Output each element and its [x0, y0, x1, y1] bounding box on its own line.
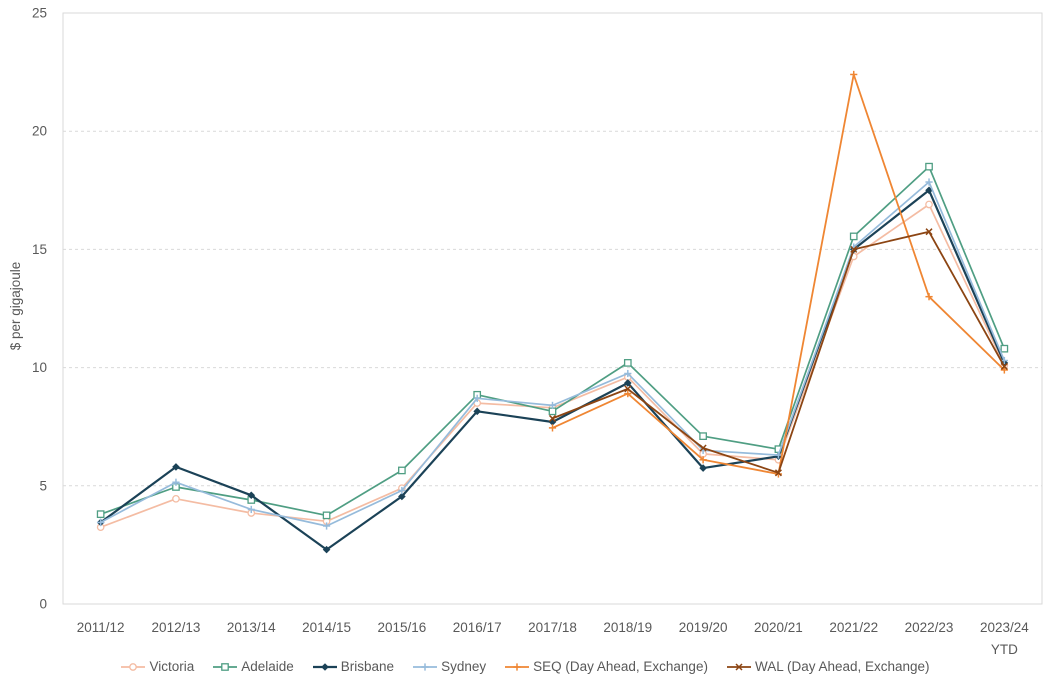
y-tick-label-15: 15 [32, 242, 47, 257]
legend-marker-wal-day-ahead-exchange [726, 662, 751, 671]
series-victoria [96, 200, 1009, 532]
x-tick-label-2012-13: 2012/13 [152, 620, 201, 635]
x-tick-label-2023-24: 2023/24 YTD [980, 620, 1029, 657]
legend-marker-victoria [121, 662, 146, 671]
series-line-wal-day-ahead-exchange [551, 230, 1006, 474]
y-tick-label-0: 0 [39, 597, 47, 612]
y-axis-tick-labels: 0 5 10 15 20 25 [32, 6, 47, 612]
series-line-adelaide [99, 165, 1006, 517]
series-line-seq-day-ahead-exchange [551, 73, 1006, 475]
legend-label: SEQ (Day Ahead, Exchange) [533, 659, 708, 674]
legend-label: Victoria [149, 659, 195, 674]
legend-label: Brisbane [340, 659, 395, 674]
series-adelaide [96, 162, 1009, 520]
x-tick-label-2011-12: 2011/12 [77, 620, 125, 635]
x-tick-label-2014-15: 2014/15 [302, 620, 351, 635]
series-line-brisbane [99, 189, 1006, 551]
x-tick-label-2017-18: 2017/18 [528, 620, 577, 635]
legend-marker-sydney [413, 662, 438, 671]
x-tick-label-2021-22: 2021/22 [829, 620, 878, 635]
series-line-sydney [99, 181, 1006, 527]
legend-item-wal-day-ahead-exchange: WAL (Day Ahead, Exchange) [726, 659, 930, 674]
x-tick-label-2020-21: 2020/21 [754, 620, 803, 635]
gridlines [63, 130, 1042, 487]
legend-marker-adelaide [213, 662, 238, 671]
legend-marker-brisbane [312, 662, 337, 671]
y-tick-label-25: 25 [32, 6, 47, 21]
y-tick-label-5: 5 [39, 478, 47, 493]
legend-item-brisbane: Brisbane [312, 659, 395, 674]
legend-item-seq-day-ahead-exchange: SEQ (Day Ahead, Exchange) [505, 659, 708, 674]
x-tick-label-2016-17: 2016/17 [453, 620, 502, 635]
chart-legend: Victoria Adelaide Brisbane Sydney SEQ (Day A… [0, 659, 1051, 674]
x-tick-label-2019-20: 2019/20 [679, 620, 728, 635]
y-tick-label-20: 20 [32, 124, 47, 139]
legend-item-victoria: Victoria [121, 659, 194, 674]
legend-label: Adelaide [241, 659, 294, 674]
series-sydney [97, 178, 1008, 530]
series-line-victoria [99, 203, 1006, 529]
x-tick-label-2015-16: 2015/16 [377, 620, 426, 635]
x-tick-label-2022-23: 2022/23 [905, 620, 954, 635]
legend-label: Sydney [441, 659, 487, 674]
legend-item-adelaide: Adelaide [213, 659, 294, 674]
y-tick-label-10: 10 [32, 360, 47, 375]
series-brisbane [96, 186, 1009, 554]
x-tick-label-2013-14: 2013/14 [227, 620, 276, 635]
x-axis-tick-labels: 2011/12 2012/13 2013/14 2014/15 2015/16 2016/… [77, 620, 1029, 657]
plot-border [62, 12, 1043, 605]
y-axis-title: $ per gigajoule [8, 262, 23, 351]
legend-label: WAL (Day Ahead, Exchange) [754, 659, 930, 674]
legend-marker-seq-day-ahead-exchange [505, 662, 530, 671]
legend-item-sydney: Sydney [413, 659, 486, 674]
x-tick-label-2018-19: 2018/19 [603, 620, 652, 635]
series-seq-day-ahead-exchange [548, 70, 1008, 478]
series-wal-day-ahead-exchange [548, 228, 1008, 477]
